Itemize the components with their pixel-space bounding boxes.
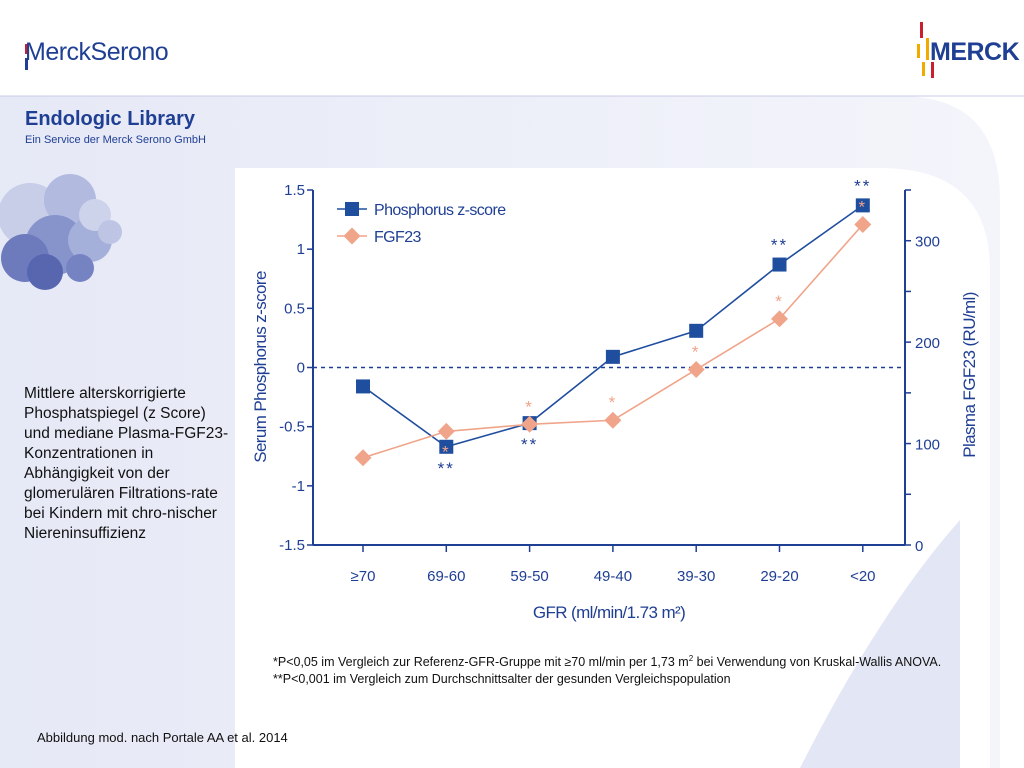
content-panel (235, 168, 990, 768)
legend: Phosphorus z-score FGF23 (337, 202, 507, 246)
x-tick-label: 29-20 (760, 568, 798, 585)
x-tick-label: 49-40 (594, 568, 632, 585)
fgf23-significance-label: * (858, 197, 867, 216)
fgf23-significance-label: * (609, 393, 618, 412)
y-tick-label: -0.5 (279, 419, 305, 436)
y-tick-label: 1.5 (284, 182, 305, 199)
footnote: *P<0,05 im Vergleich zur Referenz-GFR-Gr… (273, 650, 993, 688)
phosphorus-data-point (605, 349, 620, 364)
y2-tick-label: 100 (915, 437, 940, 454)
phosphorus-significance-label: ** (521, 435, 538, 454)
fgf23-data-point (687, 361, 705, 379)
phosphorus-significance-label: ** (771, 236, 788, 255)
phosphorus-data-point (772, 257, 787, 272)
figure-caption: Mittlere alterskorrigierte Phosphatspieg… (24, 385, 229, 542)
x-tick-label: ≥70 (351, 568, 376, 585)
x-tick-label: <20 (850, 568, 875, 585)
footnote-part1: *P<0,05 im Vergleich zur Referenz-GFR-Gr… (273, 655, 689, 670)
legend-marker-fgf23 (343, 227, 361, 245)
y-tick-label: -1 (292, 478, 305, 495)
protein-structure-image (0, 174, 122, 290)
phosphorus-data-point (356, 379, 370, 394)
y-tick-label: 1 (297, 241, 305, 258)
fgf23-data-point (604, 411, 622, 429)
library-subtitle: Ein Service der Merck Serono GmbH (25, 134, 206, 146)
library-title: Endologic Library (25, 108, 196, 130)
y2-tick-label: 200 (915, 335, 940, 352)
phosphorus-data-point (439, 439, 454, 454)
phosphorus-data-point (855, 198, 870, 213)
y2-tick-label: 0 (915, 538, 923, 555)
legend-label-phosphorus: Phosphorus z-score (374, 202, 506, 219)
fgf23-data-point (437, 422, 455, 440)
fgf23-significance-label: * (442, 442, 451, 461)
fgf23-data-point (521, 415, 539, 433)
fgf23-data-point (354, 449, 372, 467)
phosphorus-significance-label: ** (438, 459, 455, 478)
phosphorus-data-point (689, 323, 704, 338)
fgf23-significance-label: * (692, 343, 701, 362)
footnote-part2: bei Verwendung von Kruskal-Wallis ANOVA.… (273, 655, 942, 687)
merck-logo-mark (917, 22, 934, 78)
x-axis-title: GFR (ml/min/1.73 m²) (533, 603, 685, 622)
decorative-swoosh (800, 520, 960, 768)
y-tick-label: -1.5 (279, 537, 305, 554)
fgf23-significance-label: * (525, 397, 534, 416)
x-tick-label: 59-50 (510, 568, 548, 585)
y2-tick-label: 300 (915, 234, 940, 251)
legend-marker-phosphorus (345, 202, 359, 216)
y2-axis-title: Plasma FGF23 (RU/ml) (960, 292, 979, 458)
merck-logo: MERCK (930, 38, 1020, 66)
figure-source: Abbildung mod. nach Portale AA et al. 20… (37, 730, 288, 745)
x-tick-label: 69-60 (427, 568, 465, 585)
y-axis-title: Serum Phosphorus z-score (251, 271, 270, 463)
legend-label-fgf23: FGF23 (374, 229, 421, 246)
merck-serono-logo: MerckSerono (25, 38, 169, 66)
footnote-superscript: 2 (688, 654, 694, 663)
fgf23-data-point (854, 216, 872, 233)
y-tick-label: 0 (297, 360, 305, 377)
y-tick-label: 0.5 (284, 300, 305, 317)
x-tick-label: 39-30 (677, 568, 715, 585)
fgf23-significance-label: * (775, 292, 784, 311)
phosphorus-significance-label: ** (854, 176, 871, 195)
fgf23-data-point (771, 310, 788, 328)
merck-serono-logo-mark (25, 44, 28, 70)
